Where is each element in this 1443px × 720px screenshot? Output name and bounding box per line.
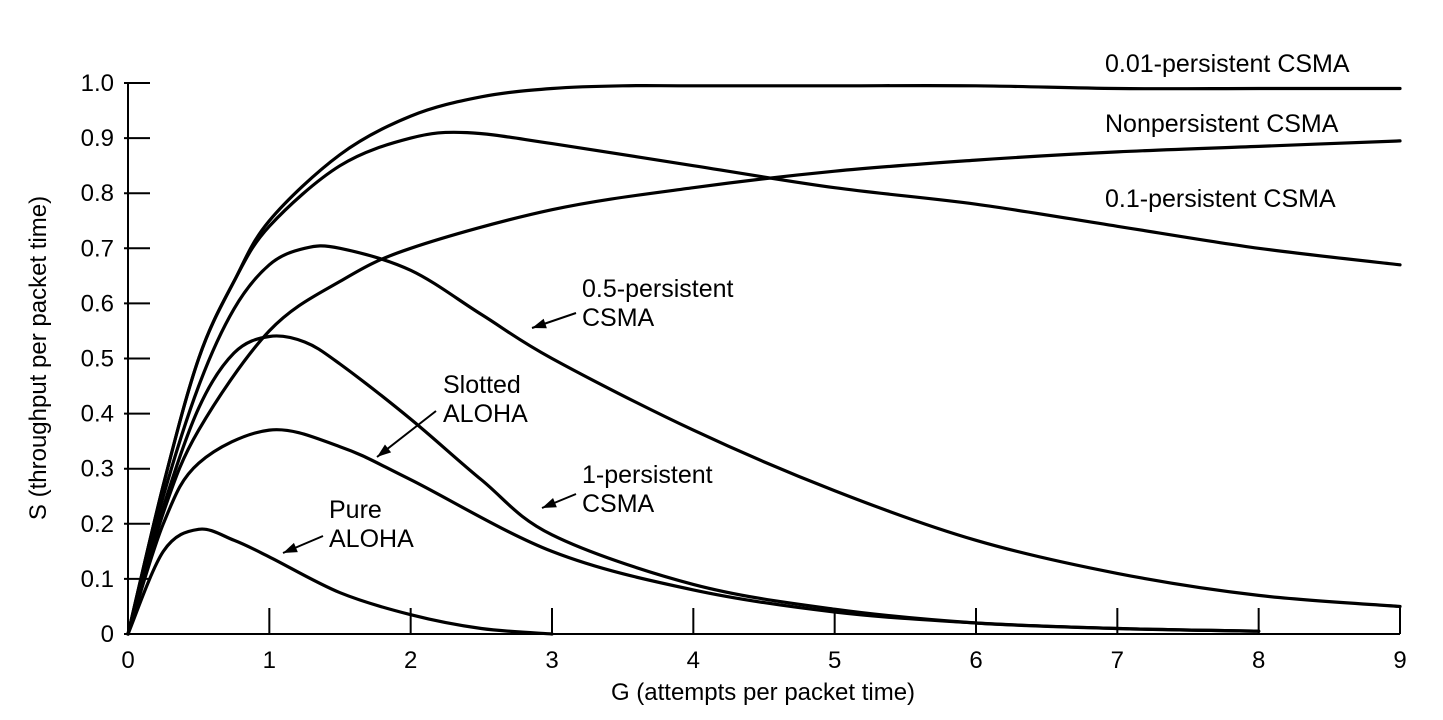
one-persistent-csma-curve [126,334,1261,636]
slotted-aloha-label-line: ALOHA [443,400,528,428]
one-persistent-csma-label: 1-persistent CSMA [582,461,713,518]
x-tick-label: 7 [1111,647,1124,674]
point-zero-one-persistent-csma-label: 0.01-persistent CSMA [1105,50,1350,78]
nonpersistent-csma-label: Nonpersistent CSMA [1105,110,1339,138]
nonpersistent-csma-curve [126,139,1402,636]
y-tick-label: 0 [101,621,114,648]
arrowhead [542,498,557,508]
point-zero-one-persistent-csma-curve [126,83,1402,636]
y-tick-label: 0.4 [81,401,114,428]
slotted-aloha-label-line: Slotted [443,371,521,399]
y-tick-label: 0.6 [81,290,114,317]
arrowhead [377,444,392,457]
pure-aloha-label-line: ALOHA [329,525,414,553]
x-tick-label: 8 [1252,647,1265,674]
y-tick-label: 0.1 [81,566,114,593]
y-tick-label: 0.9 [81,125,114,152]
y-tick-label: 0.5 [81,346,114,373]
pure-aloha-label: Pure ALOHA [329,496,414,553]
x-tick-label: 1 [263,647,276,674]
x-tick-label: 6 [969,647,982,674]
point-one-persistent-csma-label-line: 0.1-persistent CSMA [1105,185,1336,213]
curves [126,83,1402,636]
point-one-persistent-csma-label: 0.1-persistent CSMA [1105,185,1336,213]
x-tick-label: 2 [404,647,417,674]
nonpersistent-csma-label-line: Nonpersistent CSMA [1105,110,1339,138]
one-persistent-csma-label-line: CSMA [582,490,655,518]
y-tick-label: 0.8 [81,180,114,207]
pure-aloha-curve [126,527,554,636]
y-tick-label: 0.2 [81,511,114,538]
half-persistent-csma-label: 0.5-persistent CSMA [582,275,734,332]
x-tick-label: 0 [121,647,134,674]
x-axis-title: G (attempts per packet time) [611,679,915,706]
pure-aloha-label-line: Pure [329,496,382,524]
axes: 0 1 2 3 4 5 6 7 8 9 0 0.1 0.2 0.3 0.4 0.5 0.6 0.7 0.8 0.9 1.… [81,70,1407,674]
arrowhead [283,542,298,553]
arrowhead [532,318,547,329]
x-tick-label: 4 [687,647,700,674]
x-tick-label: 9 [1393,647,1406,674]
x-tick-label: 3 [545,647,558,674]
point-zero-one-persistent-csma-label-line: 0.01-persistent CSMA [1105,50,1350,78]
y-tick-label: 0.3 [81,456,114,483]
y-tick-label: 0.7 [81,235,114,262]
x-tick-label: 5 [828,647,841,674]
half-persistent-csma-label-line: 0.5-persistent [582,275,734,303]
y-axis-title: S (throughput per packet time) [25,196,52,520]
slotted-aloha-label: Slotted ALOHA [443,371,528,428]
half-persistent-csma-curve [126,244,1402,636]
one-persistent-csma-label-line: 1-persistent [582,461,713,489]
half-persistent-csma-label-line: CSMA [582,304,655,332]
y-tick-label: 1.0 [81,70,114,97]
